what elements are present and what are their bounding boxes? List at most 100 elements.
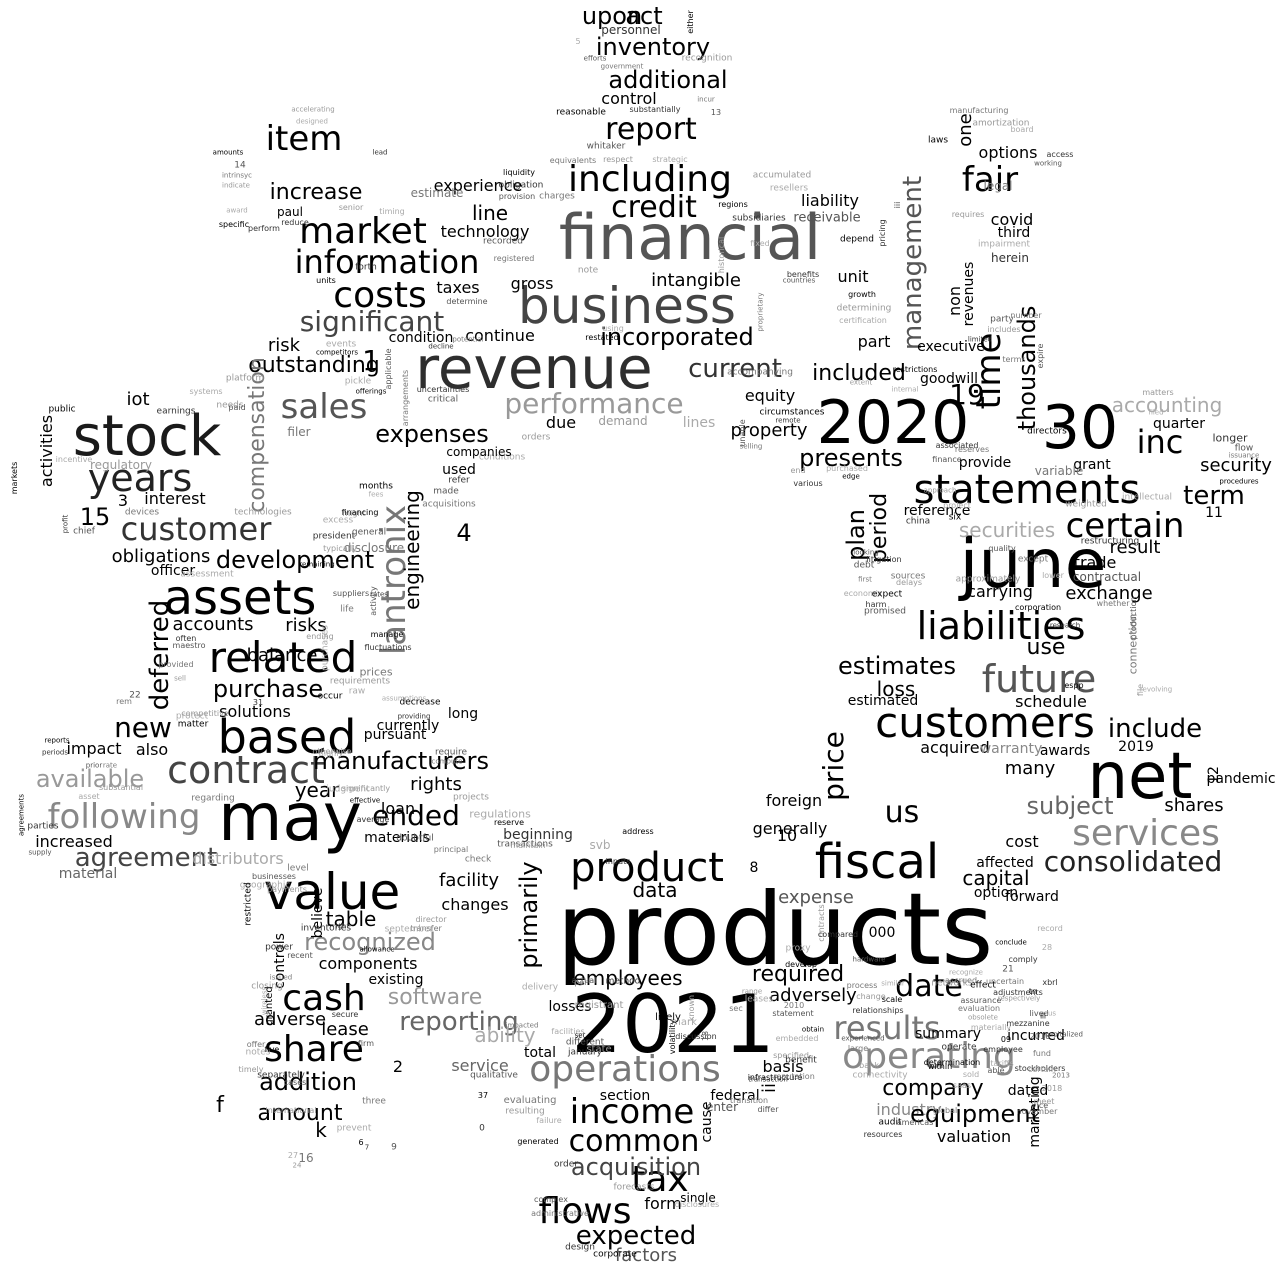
cloud-word: employees — [573, 966, 683, 990]
cloud-word-small: evaluating — [503, 1095, 557, 1106]
cloud-word-small: public — [48, 404, 76, 415]
cloud-word-small: promised — [864, 606, 906, 617]
cloud-word-small: orders — [521, 432, 551, 443]
cloud-word-small: discussion — [675, 1032, 717, 1041]
cloud-word-small: transaction — [748, 1075, 788, 1084]
cloud-word: existing — [368, 972, 424, 988]
cloud-word: development — [215, 546, 375, 574]
cloud-word-small: extent — [849, 378, 873, 387]
cloud-word-small: hardware — [852, 955, 886, 964]
cloud-word-small: directors — [1027, 426, 1067, 437]
cloud-word: fiscal — [814, 834, 940, 890]
cloud-word: assets — [163, 570, 317, 626]
cloud-word-small: activity — [369, 586, 378, 616]
cloud-word-small: filed — [1148, 408, 1164, 417]
cloud-word: company — [882, 1076, 984, 1101]
cloud-word-small: weighted — [1065, 499, 1107, 510]
cloud-word-small: matters — [1142, 388, 1174, 397]
cloud-word-small: effect — [970, 980, 996, 991]
cloud-word-small: growth — [848, 290, 876, 299]
cloud-word-small: per — [574, 978, 588, 987]
cloud-word-small: events — [325, 339, 357, 350]
cloud-word-small: charges — [539, 191, 575, 202]
cloud-word-small: life — [340, 604, 354, 615]
cloud-word-small: expect — [871, 589, 903, 600]
cloud-word-small: remote — [775, 416, 801, 425]
cloud-word-small: restructuring — [1080, 536, 1140, 547]
cloud-word-small: asset — [78, 792, 100, 801]
cloud-word: solutions — [219, 702, 291, 721]
cloud-word: statements — [913, 467, 1141, 513]
cloud-word: net — [1087, 740, 1193, 814]
cloud-word-small: recognition — [681, 53, 733, 64]
cloud-word-small: reputation — [773, 1072, 815, 1081]
cloud-word: following — [47, 797, 201, 837]
cloud-word-small: 09 — [1000, 1035, 1012, 1044]
cloud-word-small: geographic — [239, 880, 291, 891]
cloud-word-small: likely — [655, 1012, 681, 1023]
cloud-word-small: mezzanine — [1006, 1019, 1050, 1028]
cloud-word-small: compute — [431, 757, 463, 766]
cloud-word: agreement — [74, 843, 218, 873]
cloud-word: cost — [1005, 832, 1039, 851]
cloud-word-small: potential — [452, 335, 484, 344]
cloud-word-small: scale — [881, 995, 903, 1004]
cloud-word-small: board — [1010, 125, 1034, 134]
cloud-word: adversely — [769, 985, 857, 1006]
cloud-word: estimated — [847, 693, 919, 709]
cloud-word: federal — [710, 1088, 760, 1104]
cloud-word-small: xbrl — [1042, 978, 1058, 987]
cloud-word-small: accumulated — [752, 170, 812, 181]
cloud-word-small: includes — [987, 325, 1021, 334]
cloud-word: value — [263, 863, 401, 921]
cloud-word-small: 7 — [364, 1143, 370, 1152]
cloud-word-small: iii — [1040, 1012, 1046, 1021]
cloud-word-small: right — [332, 922, 350, 931]
cloud-word-small: china — [905, 516, 931, 527]
cloud-word-small: research — [1049, 621, 1081, 630]
cloud-word-small: similar — [881, 979, 905, 988]
cloud-word-small: arrangements — [401, 369, 410, 427]
cloud-word: business — [518, 277, 736, 335]
cloud-word: 3 — [117, 491, 129, 510]
cloud-word: iot — [126, 389, 150, 410]
cloud-word-small: mark — [671, 1017, 697, 1028]
cloud-word-small: regions — [718, 200, 748, 209]
cloud-word-small: approximately — [955, 574, 1021, 585]
cloud-word: material — [58, 866, 118, 882]
cloud-word: activities — [37, 414, 56, 488]
cloud-word: ended — [372, 799, 460, 832]
cloud-word: 4 — [456, 519, 472, 547]
cloud-word: financial — [558, 201, 822, 274]
cloud-word-small: competitive — [181, 709, 229, 718]
cloud-word: affected — [976, 855, 1034, 871]
cloud-word-small: expire — [1036, 343, 1045, 369]
cloud-word: year — [294, 778, 340, 802]
cloud-word-small: granted — [264, 986, 275, 1026]
cloud-word-small: comply — [1008, 955, 1038, 964]
cloud-word-small: platform — [225, 373, 265, 384]
cloud-word-small: designed — [296, 117, 328, 126]
cloud-word-small: pricing — [878, 219, 887, 247]
cloud-word-small: leases — [744, 994, 774, 1005]
cloud-word-small: profit — [61, 514, 70, 534]
cloud-word-small: 2016 — [1029, 1032, 1051, 1041]
cloud-word-small: recorded — [483, 236, 523, 247]
cloud-word: unit — [837, 267, 869, 286]
cloud-word-small: ending — [306, 632, 334, 641]
cloud-word-small: 9 — [391, 1142, 397, 1153]
cloud-word-small: closing — [251, 981, 283, 992]
cloud-word-small: require — [435, 747, 467, 758]
cloud-word-small: substantially — [629, 105, 681, 114]
cloud-word-small: power — [265, 942, 293, 953]
cloud-word-small: international — [265, 1106, 317, 1115]
cloud-word: incorporated — [600, 323, 754, 351]
cloud-word: ability — [474, 1023, 536, 1047]
cloud-word-small: historical — [717, 236, 726, 274]
cloud-word: 2019 — [1118, 739, 1154, 755]
cloud-word-small: saas — [952, 1081, 972, 1090]
cloud-word-small: conditions — [478, 452, 526, 463]
cloud-word-small: benefit — [785, 1055, 817, 1066]
cloud-word-small: infrastructure — [747, 1073, 803, 1082]
